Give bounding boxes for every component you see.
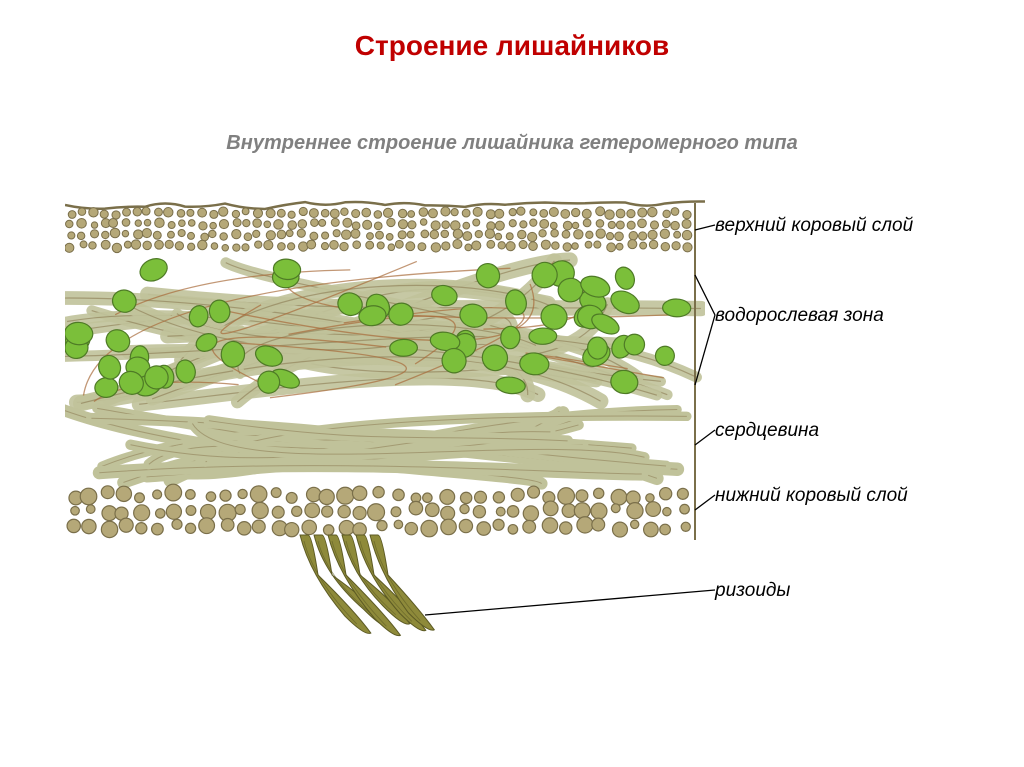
label-upper-cortex: верхний коровый слой [715, 215, 913, 237]
label-rhizoids: ризоиды [715, 580, 790, 602]
diagram: верхний коровый слой водорослевая зона с… [65, 195, 965, 665]
page-title: Строение лишайников [0, 0, 1024, 62]
lichen-cross-section [65, 195, 705, 665]
label-medulla: сердцевина [715, 420, 819, 442]
label-lower-cortex: нижний коровый слой [715, 485, 908, 507]
label-algal-zone: водорослевая зона [715, 305, 884, 327]
subtitle: Внутреннее строение лишайника гетеромерн… [0, 132, 1024, 155]
